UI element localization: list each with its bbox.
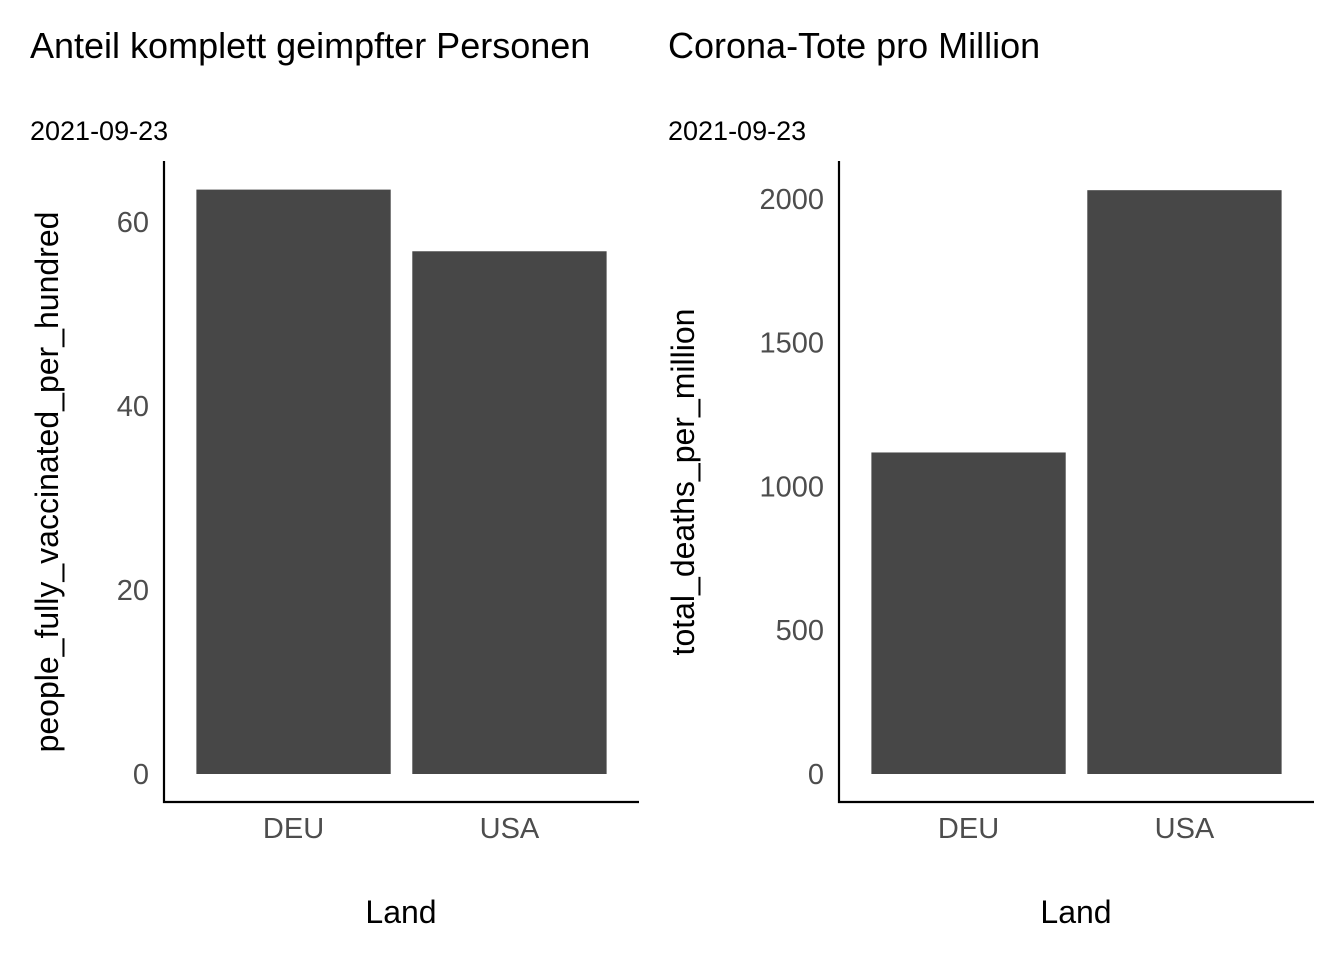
panel-2-bars (871, 190, 1282, 774)
panel-2-x-axis-title: Land (1040, 894, 1111, 930)
panel-vaccinated: Anteil komplett geimpfter Personen 2021-… (29, 25, 639, 930)
y-tick-label: 500 (776, 615, 824, 647)
x-tick-label: DEU (263, 813, 324, 845)
bar-deu (871, 452, 1066, 774)
x-tick-label: USA (1155, 813, 1215, 845)
panel-1-y-axis-title: people_fully_vaccinated_per_hundred (29, 212, 65, 753)
panel-1-y-ticks: 0 20 40 60 (117, 207, 149, 791)
panel-2-y-axis-title: total_deaths_per_million (665, 309, 701, 656)
y-tick-label: 40 (117, 391, 149, 423)
y-tick-label: 0 (808, 759, 824, 791)
bar-usa (412, 251, 607, 775)
panel-2-subtitle: 2021-09-23 (668, 116, 806, 146)
panel-1-subtitle: 2021-09-23 (30, 116, 168, 146)
panel-2-axis-lines (837, 161, 1314, 804)
panel-2-title: Corona-Tote pro Million (668, 25, 1040, 66)
panel-1-x-axis-title: Land (365, 894, 436, 930)
y-tick-label: 1500 (759, 328, 824, 360)
panel-1-x-ticks: DEU USA (263, 813, 540, 845)
panel-2-x-ticks: DEU USA (938, 813, 1215, 845)
x-tick-label: DEU (938, 813, 999, 845)
panel-1-title: Anteil komplett geimpfter Personen (30, 25, 590, 66)
panel-1-bars (196, 189, 607, 775)
bar-deu (196, 189, 391, 775)
y-tick-label: 1000 (759, 471, 824, 503)
x-tick-label: USA (480, 813, 540, 845)
panel-2-y-ticks: 0 500 1000 1500 2000 (759, 184, 824, 791)
panel-1-axis-lines (162, 161, 639, 804)
panel-deaths: Corona-Tote pro Million 2021-09-23 total… (665, 25, 1314, 930)
y-tick-label: 60 (117, 207, 149, 239)
y-tick-label: 20 (117, 575, 149, 607)
y-tick-label: 0 (133, 759, 149, 791)
y-tick-label: 2000 (759, 184, 824, 216)
bar-usa (1087, 190, 1282, 774)
